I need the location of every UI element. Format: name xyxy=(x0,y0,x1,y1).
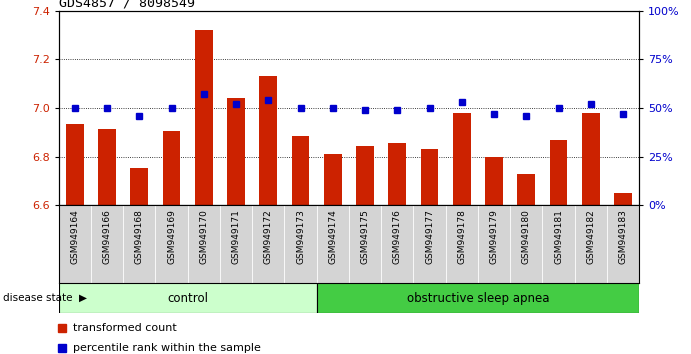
Text: GSM949179: GSM949179 xyxy=(489,209,499,264)
Text: GSM949170: GSM949170 xyxy=(199,209,209,264)
Bar xyxy=(252,205,285,283)
Bar xyxy=(607,205,639,283)
Bar xyxy=(316,205,349,283)
Text: obstructive sleep apnea: obstructive sleep apnea xyxy=(407,292,549,305)
Bar xyxy=(155,205,188,283)
Bar xyxy=(324,154,341,205)
Text: GSM949166: GSM949166 xyxy=(102,209,112,264)
Text: GSM949172: GSM949172 xyxy=(264,209,273,264)
Text: GSM949171: GSM949171 xyxy=(231,209,240,264)
Bar xyxy=(381,205,413,283)
Bar xyxy=(518,174,535,205)
Text: GSM949177: GSM949177 xyxy=(425,209,434,264)
Text: GSM949168: GSM949168 xyxy=(135,209,144,264)
Text: GSM949181: GSM949181 xyxy=(554,209,563,264)
Bar xyxy=(98,129,116,205)
Text: transformed count: transformed count xyxy=(73,322,176,332)
Bar xyxy=(413,205,446,283)
Text: GSM949175: GSM949175 xyxy=(361,209,370,264)
Bar xyxy=(131,167,148,205)
Bar xyxy=(349,205,381,283)
Bar xyxy=(91,205,123,283)
Text: GSM949174: GSM949174 xyxy=(328,209,337,264)
Bar xyxy=(285,205,316,283)
Bar xyxy=(220,205,252,283)
Bar xyxy=(59,205,91,283)
Bar xyxy=(195,30,213,205)
Bar xyxy=(421,149,438,205)
Bar xyxy=(478,205,510,283)
Bar xyxy=(453,113,471,205)
Bar xyxy=(542,205,575,283)
Text: GSM949182: GSM949182 xyxy=(586,209,596,264)
Text: GDS4857 / 8098549: GDS4857 / 8098549 xyxy=(59,0,195,10)
Bar xyxy=(575,205,607,283)
Bar xyxy=(510,205,542,283)
Bar xyxy=(357,146,374,205)
Bar xyxy=(446,205,478,283)
Text: GSM949164: GSM949164 xyxy=(70,209,79,264)
Bar xyxy=(485,156,503,205)
Bar xyxy=(582,113,600,205)
Bar xyxy=(188,205,220,283)
Bar xyxy=(259,76,277,205)
Bar xyxy=(163,131,180,205)
Text: percentile rank within the sample: percentile rank within the sample xyxy=(73,343,261,353)
Bar xyxy=(59,283,316,313)
Bar xyxy=(123,205,155,283)
Text: disease state  ▶: disease state ▶ xyxy=(3,293,88,303)
Text: GSM949169: GSM949169 xyxy=(167,209,176,264)
Text: GSM949183: GSM949183 xyxy=(618,209,627,264)
Bar xyxy=(292,136,310,205)
Bar xyxy=(227,98,245,205)
Text: GSM949178: GSM949178 xyxy=(457,209,466,264)
Text: GSM949173: GSM949173 xyxy=(296,209,305,264)
Bar xyxy=(66,124,84,205)
Text: GSM949176: GSM949176 xyxy=(392,209,402,264)
Text: GSM949180: GSM949180 xyxy=(522,209,531,264)
Bar xyxy=(614,193,632,205)
Bar xyxy=(549,139,567,205)
Text: control: control xyxy=(167,292,208,305)
Bar xyxy=(388,143,406,205)
Bar xyxy=(316,283,639,313)
